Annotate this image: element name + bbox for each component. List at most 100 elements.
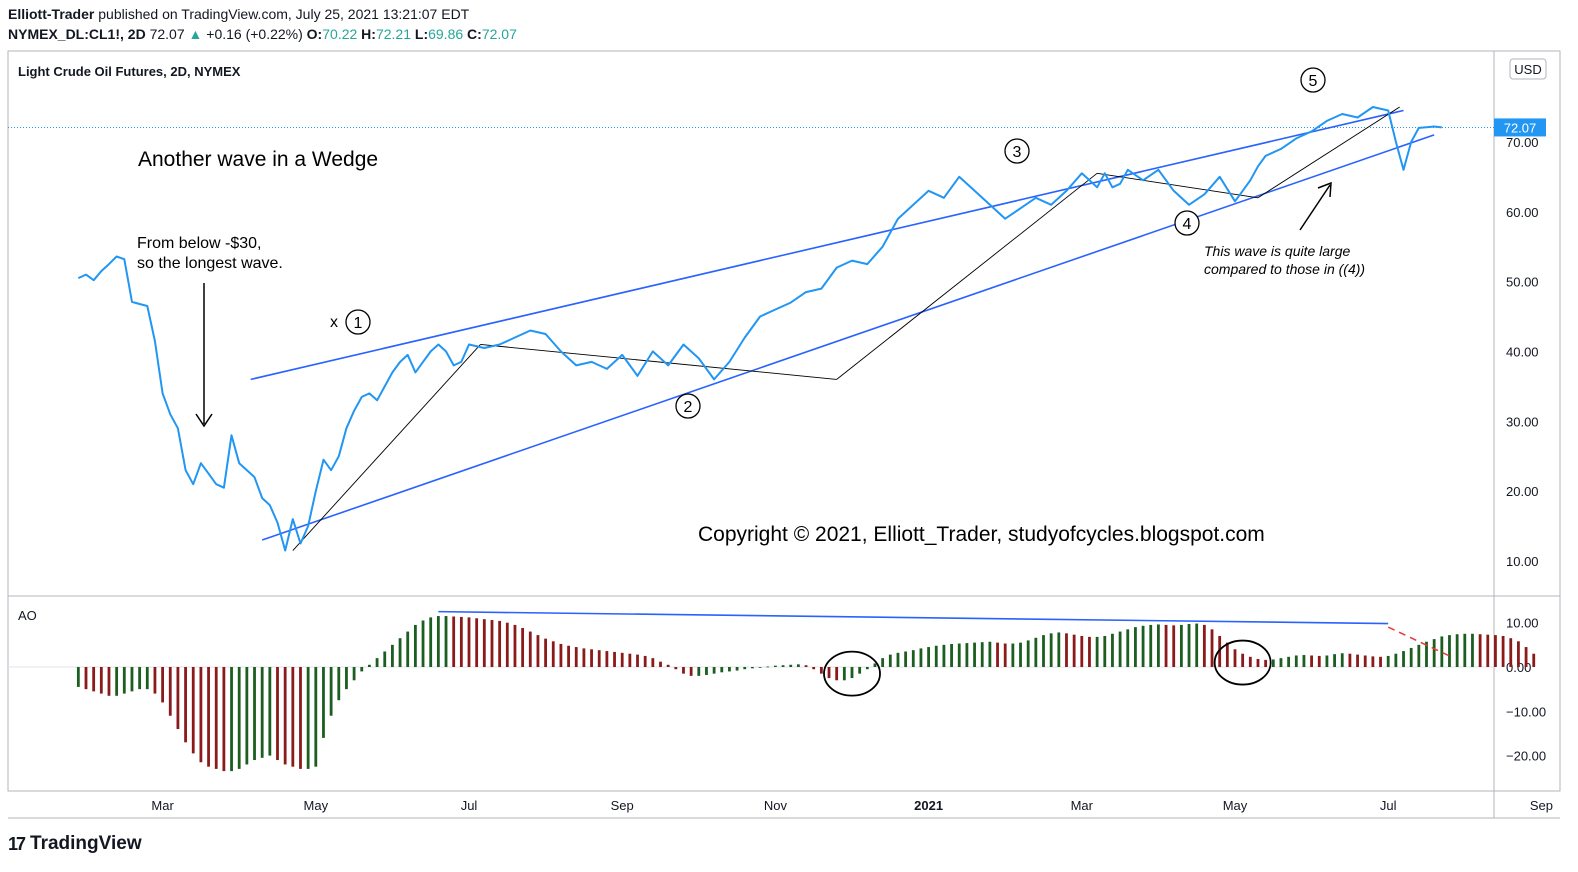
heading-annotation: Another wave in a Wedge — [138, 148, 378, 171]
ao-bar — [1409, 647, 1413, 667]
ao-bar — [682, 667, 685, 674]
ao-bar — [628, 653, 632, 667]
wedge-upper-line[interactable] — [250, 109, 1404, 381]
ao-bar — [475, 618, 479, 667]
time-axis[interactable]: Mar May Jul Sep Nov 2021 Mar May Jul Sep — [151, 798, 1553, 813]
ao-bar — [873, 663, 877, 667]
up-triangle-icon: ▲ — [188, 26, 203, 42]
wave-segment[interactable] — [292, 344, 481, 551]
ao-bar — [1425, 641, 1428, 667]
ao-bar — [1157, 624, 1160, 667]
ao-bar — [827, 667, 831, 679]
ao-bar — [130, 667, 134, 692]
high-value: 72.21 — [375, 26, 411, 42]
ao-bar — [1532, 653, 1536, 667]
last-price: 72.07 — [149, 26, 185, 42]
ao-bar — [605, 651, 609, 667]
author-name[interactable]: Elliott-Trader — [8, 6, 95, 22]
price-y-axis[interactable]: 10.00 20.00 30.00 40.00 50.00 60.00 70.00 — [1506, 135, 1539, 569]
ao-bar — [689, 667, 693, 676]
ao-tick-label: −10.00 — [1506, 704, 1546, 719]
ohlc-legend: NYMEX_DL:CL1!, 2D 72.07 ▲ +0.16 (+0.22%)… — [8, 26, 517, 42]
ao-bar — [1034, 637, 1038, 667]
pivot-x-label: x — [330, 314, 338, 331]
ao-bar — [1003, 643, 1007, 667]
italic-note-1: This wave is quite large — [1204, 243, 1351, 259]
ao-bar — [345, 667, 348, 690]
ao-y-axis[interactable]: 10.000.00−10.00−20.00 — [1506, 616, 1546, 764]
publish-text: published on TradingView.com, July 25, 2… — [94, 6, 470, 22]
ao-bar — [505, 622, 509, 667]
price-tick-label: 60.00 — [1506, 205, 1539, 220]
low-label: L: — [414, 26, 429, 42]
ao-bar — [743, 667, 747, 670]
ao-bar — [574, 647, 578, 667]
ao-bar — [191, 667, 195, 754]
ao-bar — [1202, 624, 1206, 667]
ao-bar — [1011, 643, 1015, 667]
time-tick-label: Jul — [1380, 798, 1397, 813]
currency-badge[interactable]: USD — [1509, 58, 1547, 80]
last-price-badge: 72.07 — [1494, 118, 1546, 137]
open-label: O: — [306, 26, 323, 42]
ao-bar — [161, 667, 164, 703]
ao-bar — [253, 667, 256, 761]
ao-bar — [375, 658, 379, 667]
wedge-lower-line[interactable] — [261, 134, 1435, 541]
ao-bar — [1478, 634, 1482, 667]
ao-bar — [1494, 635, 1497, 667]
ao-bar — [957, 643, 961, 667]
ao-bar — [1225, 642, 1229, 667]
ao-bar — [551, 641, 555, 667]
ao-bar — [980, 642, 984, 667]
ao-bar — [674, 667, 678, 670]
ao-bar — [1302, 655, 1306, 667]
ao-bar — [789, 664, 793, 667]
ao-bar — [1287, 656, 1291, 667]
wave-count-lines[interactable] — [292, 106, 1400, 551]
price-series-line[interactable] — [77, 106, 1442, 552]
ao-bar — [774, 665, 777, 667]
low-value: 69.86 — [428, 26, 464, 42]
ao-bar — [490, 620, 494, 667]
ao-bar — [697, 667, 701, 676]
ao-bar — [1080, 635, 1084, 667]
note-line-1: From below -$30, — [137, 235, 262, 252]
wave-5-label: 5 — [1300, 67, 1326, 93]
ao-bar — [919, 648, 923, 667]
ao-bar — [888, 654, 892, 667]
time-tick-label: Sep — [611, 798, 634, 813]
ao-circle-highlights — [823, 639, 1272, 697]
ao-bar — [1049, 633, 1053, 667]
ao-bar — [436, 616, 440, 667]
wave-segment[interactable] — [836, 172, 1098, 380]
ao-bar — [728, 667, 731, 672]
ao-bar — [705, 667, 708, 675]
ao-bar — [1141, 625, 1145, 667]
ao-trend-line[interactable] — [438, 610, 1389, 625]
tradingview-logo-icon: 17 — [8, 833, 26, 854]
ao-bar — [582, 648, 586, 667]
ao-bar — [1187, 624, 1191, 667]
wedge-lines[interactable] — [250, 109, 1435, 541]
ao-bar — [896, 652, 900, 667]
tradingview-brand[interactable]: 17 TradingView — [8, 833, 142, 855]
wave-segment[interactable] — [1257, 106, 1400, 199]
ao-highlight-circle — [823, 650, 881, 697]
price-tick-label: 50.00 — [1506, 275, 1539, 290]
ao-bar — [1118, 631, 1122, 667]
close-label: C: — [467, 26, 482, 42]
ao-bar — [398, 638, 402, 667]
wave-segment[interactable] — [480, 344, 837, 380]
ao-bar — [1179, 624, 1183, 667]
price-tick-label: 20.00 — [1506, 484, 1539, 499]
ao-bar — [712, 667, 716, 674]
ao-bar — [1195, 623, 1199, 667]
ao-bar — [107, 667, 111, 696]
wave-1-label: 1 — [345, 309, 371, 335]
ao-bar — [1455, 634, 1459, 667]
ao-histogram[interactable] — [76, 616, 1536, 772]
symbol-label[interactable]: NYMEX_DL:CL1!, 2D — [8, 26, 146, 42]
ao-bar — [245, 667, 249, 765]
